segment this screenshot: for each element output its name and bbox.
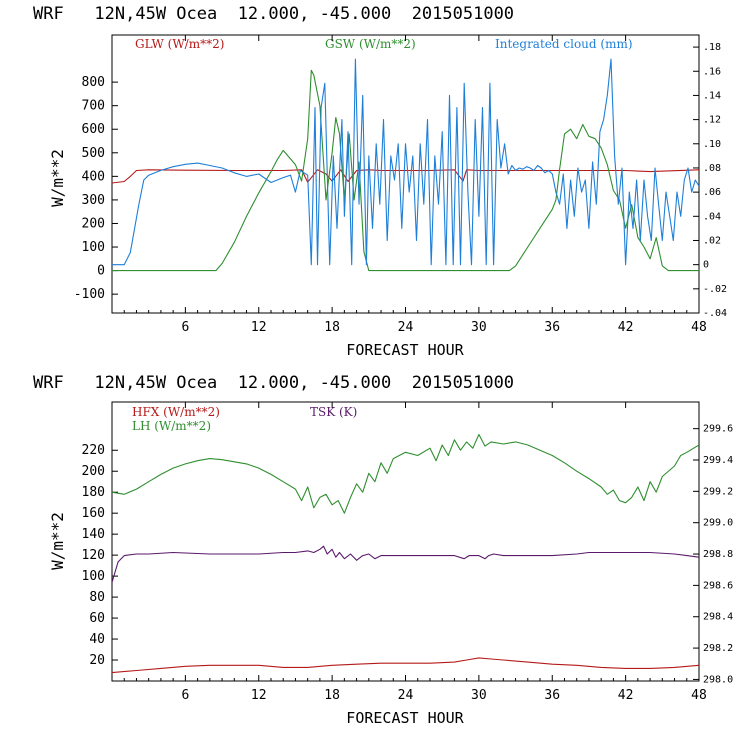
chart-2-legend-lh: LH (W/m**2) bbox=[132, 419, 211, 433]
y-tick-label: 500 bbox=[82, 146, 105, 161]
y-tick-label: 300 bbox=[82, 193, 105, 208]
chart-1-legend-cloud: Integrated cloud (mm) bbox=[495, 37, 633, 51]
y-tick-label: 0 bbox=[97, 264, 105, 279]
x-tick-label: 6 bbox=[181, 320, 189, 335]
chart-2-right-ticks: 298.0 298.2 298.4 298.6 298.8 299.0 299.2 299.4… bbox=[693, 424, 733, 685]
x-tick-label: 12 bbox=[251, 688, 267, 703]
y-tick-label: 100 bbox=[82, 569, 105, 584]
right-tick-label: 298.2 bbox=[703, 643, 733, 654]
right-tick-label: .04 bbox=[703, 211, 721, 222]
chart-2-title: WRF 12N,45W Ocea 12.000, -45.000 2015051… bbox=[33, 373, 514, 393]
chart-2-series bbox=[112, 433, 699, 674]
y-tick-label: 40 bbox=[89, 632, 105, 647]
y-tick-label: 100 bbox=[82, 240, 105, 255]
y-tick-label: 700 bbox=[82, 99, 105, 114]
y-tick-label: 400 bbox=[82, 169, 105, 184]
chart-1-right-ticks: -.04 -.02 0 .02 .04 .06 .08 .10 .12 .14 .16 .18 bbox=[693, 42, 727, 319]
chart-2-legend-hfx: HFX (W/m**2) bbox=[132, 405, 220, 419]
right-tick-label: .18 bbox=[703, 42, 721, 53]
y-tick-label: 160 bbox=[82, 506, 105, 521]
right-tick-label: 298.8 bbox=[703, 549, 733, 560]
x-tick-label: 48 bbox=[691, 320, 707, 335]
right-tick-label: .16 bbox=[703, 66, 721, 77]
y-tick-label: 180 bbox=[82, 485, 105, 500]
right-tick-label: 0 bbox=[703, 260, 709, 271]
right-tick-label: 298.0 bbox=[703, 674, 733, 685]
chart-1-series bbox=[112, 58, 699, 272]
y-tick-label: 600 bbox=[82, 122, 105, 137]
x-tick-label: 36 bbox=[544, 688, 560, 703]
chart-2-y-ticks: 20 40 60 80 100 120 140 160 180 200 220 bbox=[82, 443, 118, 668]
y-tick-label: 60 bbox=[89, 611, 105, 626]
right-tick-label: .06 bbox=[703, 187, 721, 198]
right-tick-label: -.02 bbox=[703, 284, 727, 295]
right-tick-label: .02 bbox=[703, 235, 721, 246]
y-tick-label: 200 bbox=[82, 464, 105, 479]
right-tick-label: -.04 bbox=[703, 308, 727, 319]
x-tick-label: 18 bbox=[324, 320, 340, 335]
right-tick-label: 298.6 bbox=[703, 580, 733, 591]
right-tick-label: .14 bbox=[703, 90, 721, 101]
chart-1: WRF 12N,45W Ocea 12.000, -45.000 2015051… bbox=[33, 4, 727, 359]
right-tick-label: .08 bbox=[703, 163, 721, 174]
y-tick-label: -100 bbox=[74, 287, 105, 302]
right-tick-label: .12 bbox=[703, 115, 721, 126]
chart-1-x-ticks: 6 12 18 24 30 36 42 48 bbox=[123, 35, 707, 335]
chart-2-plot-frame bbox=[111, 401, 700, 682]
series-line-integrated-cloud-mm bbox=[112, 58, 699, 266]
series-line-hfx-w-m bbox=[112, 657, 699, 674]
y-tick-label: 220 bbox=[82, 443, 105, 458]
right-tick-label: 299.0 bbox=[703, 518, 733, 529]
chart-2-y-axis-label: W/m**2 bbox=[48, 512, 67, 570]
x-tick-label: 42 bbox=[618, 320, 634, 335]
chart-1-y-axis-label: W/m**2 bbox=[48, 149, 67, 207]
chart-1-y-ticks: -100 0 100 200 300 400 500 600 700 800 bbox=[74, 75, 118, 302]
x-tick-label: 6 bbox=[181, 688, 189, 703]
y-tick-label: 140 bbox=[82, 527, 105, 542]
right-tick-label: 299.2 bbox=[703, 486, 733, 497]
chart-1-title: WRF 12N,45W Ocea 12.000, -45.000 2015051… bbox=[33, 4, 514, 24]
x-tick-label: 30 bbox=[471, 320, 487, 335]
chart-2-x-axis-label: FORECAST HOUR bbox=[346, 709, 464, 727]
chart-2-x-ticks: 6 12 18 24 30 36 42 48 bbox=[123, 402, 707, 703]
y-tick-label: 120 bbox=[82, 548, 105, 563]
series-line-gsw-w-m bbox=[112, 69, 699, 272]
chart-1-x-axis-label: FORECAST HOUR bbox=[346, 341, 464, 359]
x-tick-label: 18 bbox=[324, 688, 340, 703]
series-line-tsk-k bbox=[112, 545, 699, 583]
series-line-glw-w-m bbox=[112, 169, 699, 184]
chart-1-legend-glw: GLW (W/m**2) bbox=[135, 37, 224, 51]
series-line-lh-w-m bbox=[112, 433, 699, 514]
y-tick-label: 200 bbox=[82, 216, 105, 231]
chart-1-plot-frame bbox=[111, 34, 700, 314]
y-tick-label: 800 bbox=[82, 75, 105, 90]
x-tick-label: 24 bbox=[398, 320, 414, 335]
right-tick-label: 299.4 bbox=[703, 455, 733, 466]
x-tick-label: 42 bbox=[618, 688, 634, 703]
chart-2: WRF 12N,45W Ocea 12.000, -45.000 2015051… bbox=[33, 373, 733, 727]
chart-2-legend-tsk: TSK (K) bbox=[310, 405, 357, 419]
x-tick-label: 48 bbox=[691, 688, 707, 703]
right-tick-label: 299.6 bbox=[703, 424, 733, 435]
x-tick-label: 24 bbox=[398, 688, 414, 703]
right-tick-label: .10 bbox=[703, 139, 721, 150]
x-tick-label: 12 bbox=[251, 320, 267, 335]
x-tick-label: 36 bbox=[544, 320, 560, 335]
x-tick-label: 30 bbox=[471, 688, 487, 703]
right-tick-label: 298.4 bbox=[703, 612, 733, 623]
y-tick-label: 20 bbox=[89, 653, 105, 668]
y-tick-label: 80 bbox=[89, 590, 105, 605]
chart-1-legend-gsw: GSW (W/m**2) bbox=[325, 37, 416, 51]
